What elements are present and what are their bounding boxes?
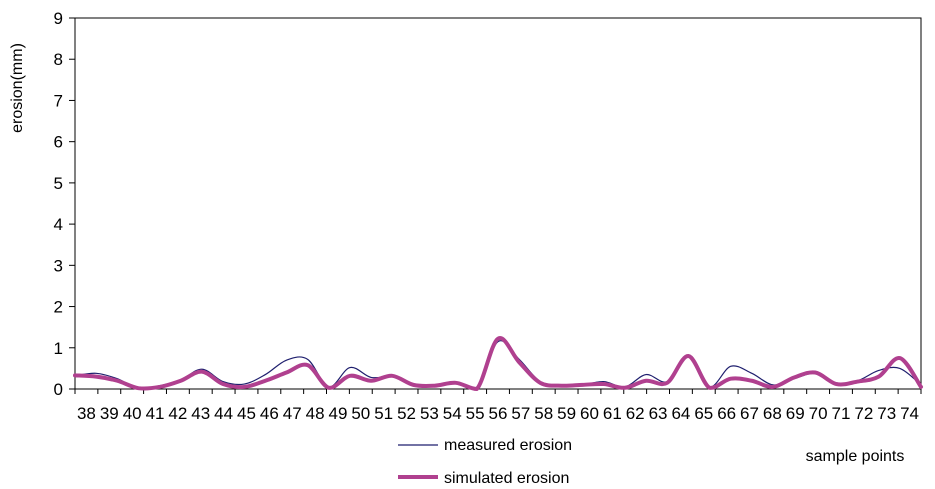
x-tick-label: 70: [809, 404, 828, 423]
x-tick-label: 69: [786, 404, 805, 423]
y-tick-label: 8: [54, 50, 63, 69]
x-tick-label: 53: [420, 404, 439, 423]
x-tick-label: 66: [717, 404, 736, 423]
x-tick-label: 45: [237, 404, 256, 423]
series-layer: [73, 336, 923, 391]
x-tick-label: 42: [168, 404, 187, 423]
x-tick-label: 74: [900, 404, 919, 423]
x-tick-label: 44: [214, 404, 233, 423]
x-tick-label: 41: [146, 404, 165, 423]
x-tick-label: 61: [603, 404, 622, 423]
x-tick-label: 48: [306, 404, 325, 423]
y-tick-label: 1: [54, 339, 63, 358]
y-tick-label: 7: [54, 91, 63, 110]
y-tick-label: 6: [54, 133, 63, 152]
y-axis: 0 1 2 3 4 5 6 7 8 9: [54, 9, 75, 399]
x-axis-title: sample points: [806, 448, 905, 465]
x-tick-label: 62: [626, 404, 645, 423]
series-line-measured: [74, 340, 922, 390]
x-tick-label: 50: [351, 404, 370, 423]
x-tick-label: 58: [534, 404, 553, 423]
plot-area: [74, 17, 922, 390]
x-tick-label: 73: [877, 404, 896, 423]
y-axis-title: erosion(mm): [9, 43, 26, 133]
x-tick-label: 71: [832, 404, 851, 423]
x-tick-label: 67: [740, 404, 759, 423]
legend-label-measured: measured erosion: [444, 437, 572, 454]
x-tick-label: 63: [649, 404, 668, 423]
legend-label-simulated: simulated erosion: [444, 470, 569, 487]
y-tick-label: 2: [54, 298, 63, 317]
x-tick-label: 46: [260, 404, 279, 423]
x-tick-label: 52: [397, 404, 416, 423]
y-tick-label: 0: [54, 380, 63, 399]
x-tick-label: 72: [854, 404, 873, 423]
x-tick-label: 57: [511, 404, 530, 423]
x-tick-label: 59: [557, 404, 576, 423]
plot-frame: [74, 17, 922, 390]
x-tick-label: 64: [671, 404, 690, 423]
x-tick-label: 54: [443, 404, 462, 423]
x-tick-label: 43: [191, 404, 210, 423]
x-tick-label: 65: [694, 404, 713, 423]
x-tick-label: 51: [374, 404, 393, 423]
x-tick-label: 39: [100, 404, 119, 423]
x-tick-label: 55: [466, 404, 485, 423]
x-tick-label: 40: [123, 404, 142, 423]
y-tick-label: 9: [54, 9, 63, 28]
x-tick-label: 47: [283, 404, 302, 423]
y-tick-label: 5: [54, 174, 63, 193]
x-tick-label: 49: [328, 404, 347, 423]
x-tick-label: 56: [489, 404, 508, 423]
x-tick-label: 60: [580, 404, 599, 423]
legend: measured erosion simulated erosion: [398, 437, 572, 487]
x-tick-label: 38: [77, 404, 96, 423]
y-tick-label: 4: [54, 215, 63, 234]
y-tick-label: 3: [54, 256, 63, 275]
x-tick-label: 68: [763, 404, 782, 423]
series-line-simulated: [73, 336, 923, 391]
x-axis: 38 39 40 41 42 43 44 45 46 47 48 49 50 51 52 53 54 55 56 57…: [74, 389, 922, 423]
